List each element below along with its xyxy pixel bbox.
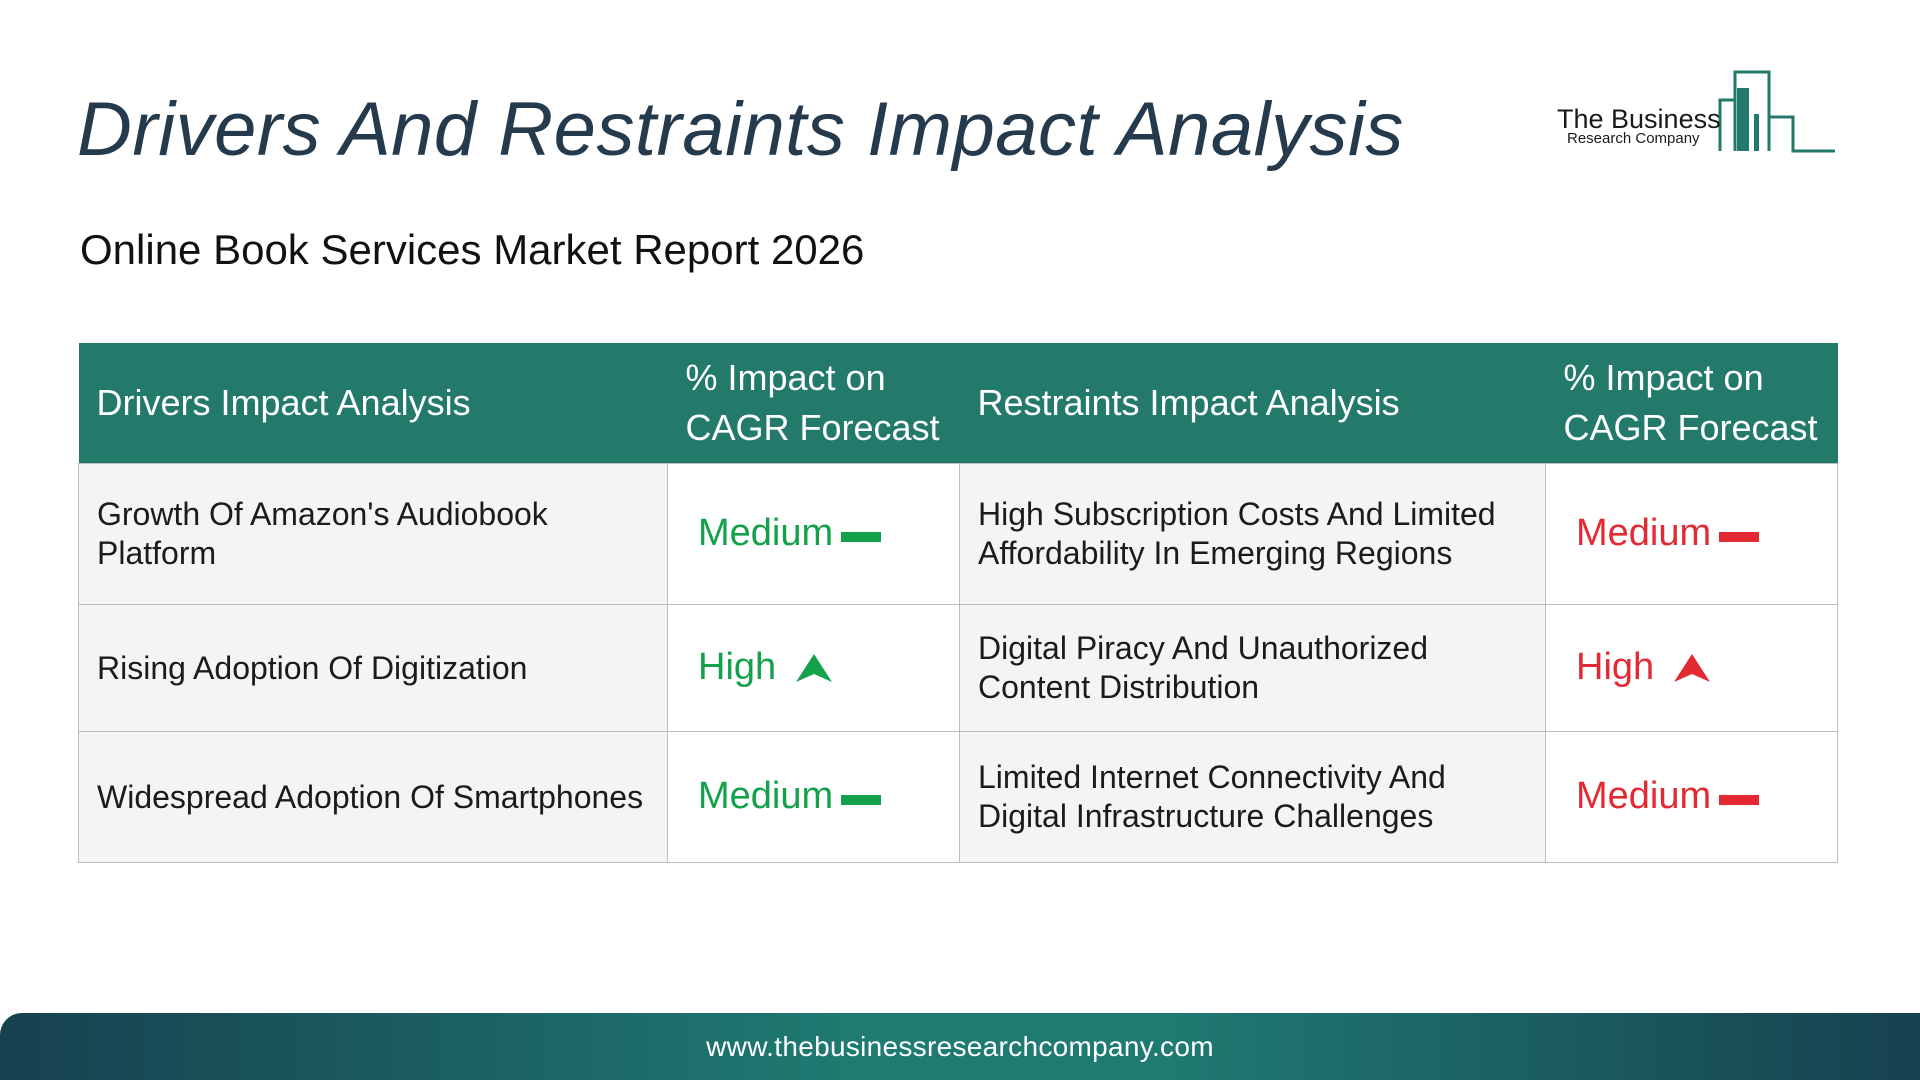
restraint-cell: High Subscription Costs And Limited Affo…	[959, 463, 1546, 605]
arrow-up-icon	[796, 653, 833, 682]
impact-table: Drivers Impact Analysis % Impact on CAGR…	[78, 343, 1838, 863]
restraint-impact-cell: Medium	[1545, 731, 1838, 863]
restraint-impact-cell: High	[1545, 604, 1838, 732]
restraint-impact-text: High	[1576, 646, 1655, 688]
restraint-impact-text: Medium	[1576, 775, 1712, 817]
building-bars-icon	[1718, 70, 1835, 153]
driver-impact-cell: Medium	[667, 463, 960, 605]
dash-icon	[1719, 794, 1760, 805]
arrow-up-icon	[1674, 653, 1711, 682]
driver-impact-level: Medium	[698, 775, 882, 817]
restraint-impact-text: Medium	[1576, 512, 1712, 554]
table-row: Widespread Adoption Of Smartphones Mediu…	[78, 731, 1838, 863]
company-logo: The Business Research Company	[1555, 68, 1835, 158]
header-restraints: Restraints Impact Analysis	[959, 343, 1546, 464]
restraint-impact-cell: Medium	[1545, 463, 1838, 605]
restraint-impact-level: Medium	[1576, 775, 1760, 817]
page-title: Drivers And Restraints Impact Analysis	[77, 87, 1404, 172]
table-row: Growth Of Amazon's Audiobook Platform Me…	[78, 463, 1838, 605]
table-header-row: Drivers Impact Analysis % Impact on CAGR…	[78, 343, 1838, 464]
footer-website-link[interactable]: www.thebusinessresearchcompany.com	[706, 1030, 1214, 1062]
header-drivers: Drivers Impact Analysis	[78, 343, 668, 464]
footer-bar: www.thebusinessresearchcompany.com	[0, 1013, 1920, 1080]
logo-name: The Business	[1557, 104, 1721, 134]
driver-cell: Rising Adoption Of Digitization	[78, 604, 668, 732]
restraint-impact-level: High	[1576, 646, 1711, 688]
driver-cell: Growth Of Amazon's Audiobook Platform	[78, 463, 668, 605]
header-restraint-impact: % Impact on CAGR Forecast	[1545, 343, 1838, 464]
driver-impact-text: Medium	[698, 512, 834, 554]
report-subtitle: Online Book Services Market Report 2026	[80, 226, 865, 273]
logo-subtitle: Research Company	[1567, 130, 1700, 147]
driver-impact-cell: High	[667, 604, 960, 732]
driver-impact-text: Medium	[698, 775, 834, 817]
dash-icon	[1719, 531, 1760, 542]
restraint-cell: Limited Internet Connectivity And Digita…	[959, 731, 1546, 863]
dash-icon	[841, 794, 882, 805]
restraint-cell: Digital Piracy And Unauthorized Content …	[959, 604, 1546, 732]
restraint-impact-level: Medium	[1576, 512, 1760, 554]
table-row: Rising Adoption Of Digitization High Dig…	[78, 604, 1838, 732]
driver-impact-level: Medium	[698, 512, 882, 554]
header-driver-impact: % Impact on CAGR Forecast	[667, 343, 960, 464]
driver-impact-level: High	[698, 646, 833, 688]
driver-impact-cell: Medium	[667, 731, 960, 863]
driver-cell: Widespread Adoption Of Smartphones	[78, 731, 668, 863]
driver-impact-text: High	[698, 646, 777, 688]
dash-icon	[841, 531, 882, 542]
